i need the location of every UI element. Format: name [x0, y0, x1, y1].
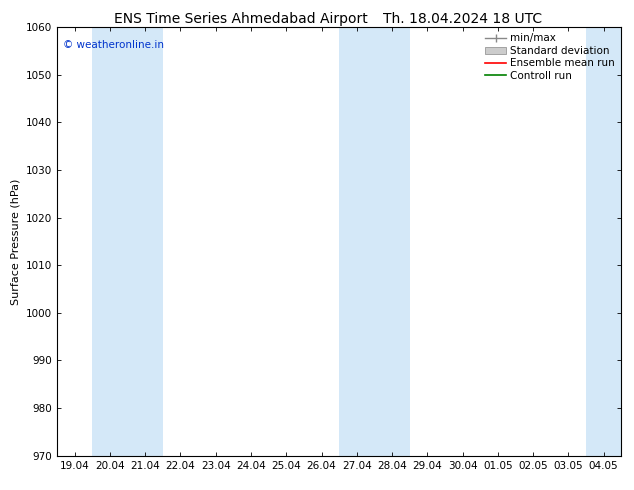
- Text: ENS Time Series Ahmedabad Airport: ENS Time Series Ahmedabad Airport: [114, 12, 368, 26]
- Bar: [586, 27, 634, 456]
- Y-axis label: Surface Pressure (hPa): Surface Pressure (hPa): [10, 178, 20, 304]
- Bar: [339, 27, 410, 456]
- Text: © weatheronline.in: © weatheronline.in: [63, 40, 164, 50]
- Bar: [93, 27, 163, 456]
- Text: Th. 18.04.2024 18 UTC: Th. 18.04.2024 18 UTC: [384, 12, 542, 26]
- Legend: min/max, Standard deviation, Ensemble mean run, Controll run: min/max, Standard deviation, Ensemble me…: [482, 30, 618, 84]
